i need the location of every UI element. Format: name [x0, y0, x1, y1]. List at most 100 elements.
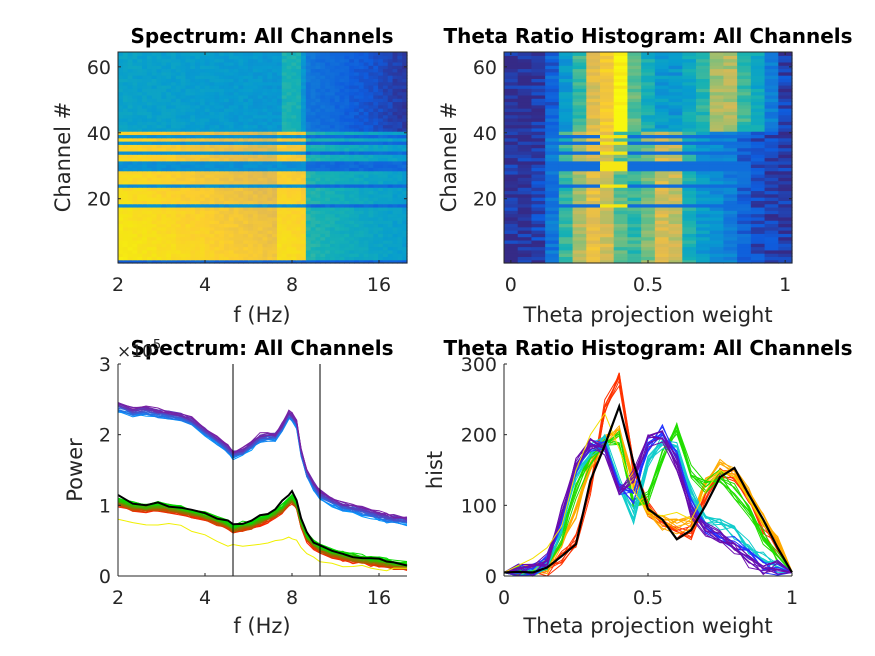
heatmap-cell [286, 98, 292, 103]
heatmap-cell [402, 58, 408, 63]
heatmap-cell [344, 141, 350, 145]
heatmap-cell [344, 121, 350, 126]
heatmap-cell [586, 157, 601, 162]
heatmap-cell [654, 94, 670, 99]
heatmap-cell [190, 124, 196, 129]
heatmap-cell [339, 164, 345, 168]
heatmap-cell [161, 233, 167, 238]
heatmap-cell [281, 111, 288, 116]
heatmap-cell [170, 58, 177, 63]
heatmap-cell [641, 121, 656, 126]
heatmap-cell [281, 259, 288, 264]
heatmap-cell [170, 104, 177, 109]
heatmap-cell [531, 134, 546, 139]
heatmap-cell [296, 68, 302, 73]
heatmap-cell [397, 190, 403, 195]
heatmap-cell [363, 111, 370, 116]
heatmap-cell [402, 210, 408, 215]
heatmap-cell [223, 68, 230, 73]
heatmap-cell [373, 52, 379, 56]
heatmap-cell [199, 52, 206, 56]
heatmap-cell [190, 108, 196, 112]
heatmap-cell [305, 52, 312, 56]
heatmap-cell [382, 101, 389, 106]
heatmap-cell [248, 117, 254, 122]
heatmap-cell [737, 117, 752, 122]
heatmap-cell [291, 180, 297, 185]
heatmap-cell [363, 170, 370, 175]
heatmap-cell [750, 239, 766, 244]
heatmap-cell [214, 111, 220, 116]
heatmap-cell [368, 183, 374, 188]
heatmap-cell [214, 173, 220, 178]
heatmap-cell [281, 121, 288, 126]
heatmap-cell [118, 210, 124, 215]
heatmap-cell [334, 131, 341, 136]
heatmap-cell [334, 203, 341, 208]
heatmap-cell [709, 200, 725, 205]
heatmap-cell [764, 249, 779, 254]
heatmap-cell [310, 249, 317, 254]
heatmap-cell [545, 131, 560, 136]
heatmap-cell [354, 226, 360, 231]
heatmap-cell [358, 131, 365, 136]
heatmap-cell [291, 134, 297, 139]
heatmap-cell [142, 164, 148, 168]
heatmap-cell [238, 256, 244, 261]
heatmap-cell [122, 167, 129, 172]
heatmap-cell [248, 253, 254, 258]
heatmap-cell [764, 180, 779, 185]
heatmap-cell [252, 206, 259, 211]
heatmap-cell [334, 81, 341, 86]
heatmap-cell [185, 157, 191, 162]
heatmap-cell [572, 157, 587, 162]
heatmap-cell [737, 213, 752, 218]
heatmap-cell [223, 233, 230, 238]
heatmap-cell [199, 164, 206, 168]
heatmap-cell [373, 157, 379, 162]
heatmap-cell [161, 127, 167, 132]
heatmap-cell [137, 173, 143, 178]
heatmap-cell [243, 253, 249, 258]
heatmap-cell [185, 127, 191, 132]
heatmap-cell [382, 249, 389, 254]
heatmap-cell [262, 75, 268, 79]
heatmap-cell [682, 230, 697, 234]
heatmap-cell [378, 91, 384, 96]
heatmap-cell [223, 52, 230, 56]
heatmap-cell [296, 223, 302, 228]
heatmap-cell [363, 58, 370, 63]
heatmap-cell [166, 246, 172, 251]
heatmap-cell [122, 104, 129, 109]
heatmap-cell [325, 246, 331, 251]
heatmap-cell [151, 226, 158, 231]
heatmap-cell [368, 127, 374, 132]
heatmap-cell [276, 58, 283, 63]
heatmap-cell [291, 187, 297, 192]
heatmap-cell [358, 91, 365, 96]
heatmap-cell [354, 213, 360, 218]
heatmap-cell [354, 187, 360, 192]
heatmap-cell [402, 144, 408, 149]
heatmap-cell [572, 141, 587, 145]
heatmap-cell [272, 150, 278, 155]
heatmap-cell [214, 170, 220, 175]
heatmap-cell [339, 203, 345, 208]
heatmap-cell [142, 246, 148, 251]
heatmap-cell [151, 61, 158, 66]
heatmap-cell [363, 259, 370, 264]
heatmap-cell [613, 94, 629, 99]
heatmap-cell [572, 246, 587, 251]
heatmap-cell [368, 180, 374, 185]
heatmap-cell [572, 134, 587, 139]
heatmap-cell [334, 52, 341, 56]
heatmap-cell [387, 173, 394, 178]
heatmap-cell [223, 111, 230, 116]
heatmap-cell [252, 170, 259, 175]
heatmap-cell [132, 243, 138, 248]
heatmap-cell [641, 239, 656, 244]
heatmap-cell [142, 68, 148, 73]
heatmap-cell [166, 144, 172, 149]
heatmap-cell [586, 167, 601, 172]
heatmap-cell [349, 160, 355, 165]
